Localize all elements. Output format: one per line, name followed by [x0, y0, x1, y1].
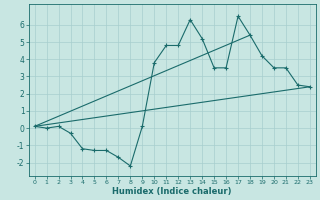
X-axis label: Humidex (Indice chaleur): Humidex (Indice chaleur) — [113, 187, 232, 196]
